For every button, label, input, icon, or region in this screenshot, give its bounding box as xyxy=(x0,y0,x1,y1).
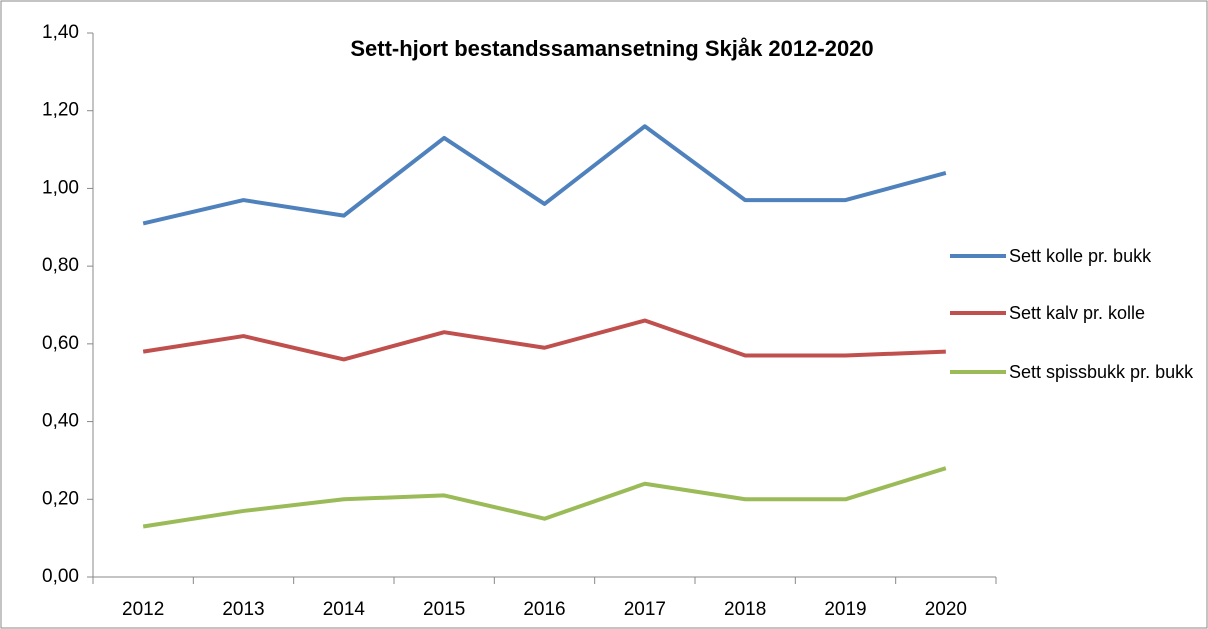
series-line xyxy=(142,466,947,529)
legend-label: Sett kolle pr. bukk xyxy=(1009,246,1152,266)
y-tick-label: 1,20 xyxy=(42,100,79,121)
y-tick-label: 0,40 xyxy=(42,411,79,432)
x-tick-label: 2020 xyxy=(925,599,967,620)
chart-title: Sett-hjort bestandssamansetning Skjåk 20… xyxy=(350,36,873,61)
y-tick-label: 0,00 xyxy=(42,566,79,587)
x-tick-label: 2014 xyxy=(323,599,366,620)
y-tick-label: 0,80 xyxy=(42,255,79,276)
y-tick-label: 1,00 xyxy=(42,177,79,198)
y-tick-label: 0,60 xyxy=(42,333,79,354)
x-tick-label: 2012 xyxy=(122,599,164,620)
legend-label: Sett kalv pr. kolle xyxy=(1009,303,1146,323)
x-tick-label: 2017 xyxy=(624,599,666,620)
series-line xyxy=(142,124,947,226)
legend-label: Sett spissbukk pr. bukk xyxy=(1009,362,1194,382)
x-tick-label: 2016 xyxy=(523,599,565,620)
x-tick-label: 2013 xyxy=(222,599,264,620)
series-line xyxy=(142,318,946,362)
x-tick-label: 2019 xyxy=(824,599,866,620)
x-tick-label: 2018 xyxy=(724,599,766,620)
y-tick-label: 0,20 xyxy=(42,488,79,509)
x-tick-label: 2015 xyxy=(423,599,465,620)
y-tick-label: 1,40 xyxy=(42,22,79,43)
